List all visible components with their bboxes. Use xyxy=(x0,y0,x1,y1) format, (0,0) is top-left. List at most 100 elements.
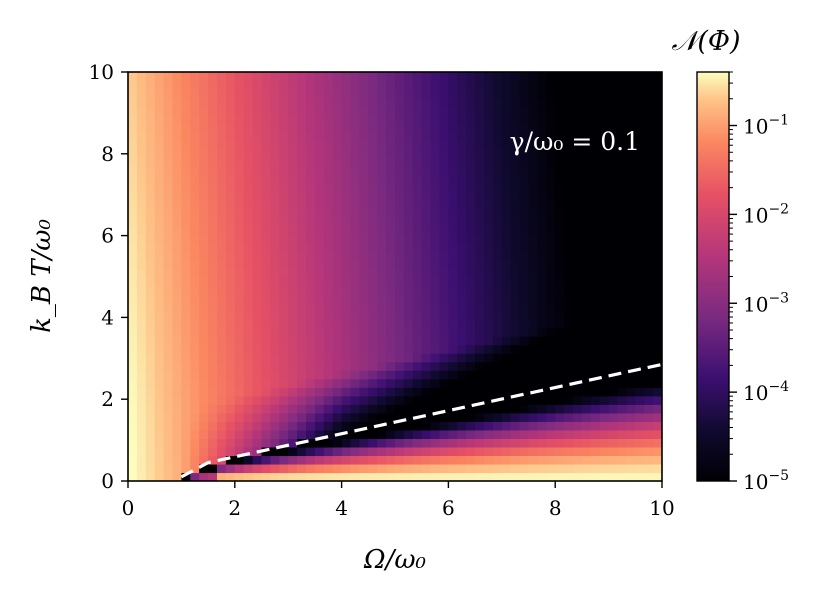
heatmap-cell xyxy=(617,182,627,192)
heatmap-cell xyxy=(136,199,147,209)
heatmap-cell xyxy=(653,250,662,261)
heatmap-cell xyxy=(208,370,218,380)
heatmap-cell xyxy=(208,242,218,252)
heatmap-cell xyxy=(412,327,423,337)
heatmap-cell xyxy=(163,97,174,107)
heatmap-cell xyxy=(403,421,414,431)
heatmap-cell xyxy=(270,395,280,405)
heatmap-cell xyxy=(608,455,619,465)
heatmap-cell xyxy=(252,148,263,158)
heatmap-cell xyxy=(314,140,325,150)
heatmap-cell xyxy=(297,463,307,474)
heatmap-cell xyxy=(546,182,556,192)
heatmap-cell xyxy=(590,276,601,286)
heatmap-cell xyxy=(181,72,191,82)
heatmap-cell xyxy=(608,250,619,261)
heatmap-cell xyxy=(261,378,271,388)
heatmap-cell xyxy=(412,259,423,269)
heatmap-cell xyxy=(528,174,538,184)
heatmap-cell xyxy=(341,378,352,388)
heatmap-cell xyxy=(288,438,298,448)
heatmap-cell xyxy=(243,276,254,286)
heatmap-cell xyxy=(457,387,467,397)
heatmap-cell xyxy=(323,97,334,107)
heatmap-cell xyxy=(288,455,298,465)
heatmap-cell xyxy=(626,199,636,209)
heatmap-cell xyxy=(270,97,280,107)
heatmap-cell xyxy=(314,302,325,312)
heatmap-cell xyxy=(341,455,352,465)
heatmap-cell xyxy=(573,89,583,99)
heatmap-cell xyxy=(128,106,138,116)
heatmap-cell xyxy=(323,250,334,261)
heatmap-cell xyxy=(466,106,476,116)
heatmap-cell xyxy=(608,344,619,354)
heatmap-cell xyxy=(270,404,280,414)
heatmap-cell xyxy=(368,472,378,481)
heatmap-cell xyxy=(386,302,396,312)
heatmap-cell xyxy=(466,293,476,303)
heatmap-cell xyxy=(537,285,547,295)
heatmap-cell xyxy=(368,123,378,133)
heatmap-cell xyxy=(448,114,458,124)
heatmap-cell xyxy=(653,310,662,320)
heatmap-cell xyxy=(492,148,503,158)
heatmap-cell xyxy=(653,89,662,99)
heatmap-cell xyxy=(573,157,583,167)
heatmap-cell xyxy=(217,293,227,303)
heatmap-cell xyxy=(492,387,503,397)
heatmap-cell xyxy=(412,446,423,457)
heatmap-cell xyxy=(590,89,601,99)
heatmap-cell xyxy=(590,182,601,192)
heatmap-cell xyxy=(599,157,610,167)
heatmap-cell xyxy=(412,233,423,244)
heatmap-cell xyxy=(341,199,352,209)
heatmap-cell xyxy=(199,89,209,99)
heatmap-cell xyxy=(430,361,441,371)
heatmap-cell xyxy=(261,225,271,235)
heatmap-cell xyxy=(154,97,165,107)
heatmap-cell xyxy=(323,361,334,371)
heatmap-cell xyxy=(225,429,236,439)
heatmap-cell xyxy=(617,463,627,474)
heatmap-cell xyxy=(288,72,298,82)
heatmap-cell xyxy=(439,421,449,431)
heatmap-cell xyxy=(217,182,227,192)
heatmap-cell xyxy=(163,395,174,405)
heatmap-cell xyxy=(395,131,405,141)
heatmap-cell xyxy=(190,191,200,201)
heatmap-cell xyxy=(466,429,476,439)
heatmap-cell xyxy=(128,395,138,405)
heatmap-cell xyxy=(528,250,538,261)
heatmap-cell xyxy=(617,310,627,320)
heatmap-cell xyxy=(644,157,654,167)
heatmap-cell xyxy=(306,199,316,209)
heatmap-cell xyxy=(492,157,503,167)
heatmap-cell xyxy=(519,276,530,286)
heatmap-cell xyxy=(136,259,147,269)
heatmap-cell xyxy=(377,285,387,295)
heatmap-cell xyxy=(626,463,636,474)
heatmap-cell xyxy=(466,199,476,209)
heatmap-cell xyxy=(314,97,325,107)
heatmap-cell xyxy=(546,285,556,295)
heatmap-cell xyxy=(314,353,325,363)
heatmap-cell xyxy=(617,276,627,286)
heatmap-cell xyxy=(608,285,619,295)
heatmap-cell xyxy=(537,140,547,150)
x-tick-label: 6 xyxy=(442,496,455,520)
heatmap-cell xyxy=(288,89,298,99)
heatmap-cell xyxy=(546,242,556,252)
heatmap-cell xyxy=(537,276,547,286)
heatmap-cell xyxy=(439,174,449,184)
heatmap-cell xyxy=(555,242,565,252)
heatmap-cell xyxy=(599,438,610,448)
heatmap-cell xyxy=(243,106,254,116)
heatmap-cell xyxy=(653,140,662,150)
heatmap-cell xyxy=(421,208,432,218)
heatmap-cell xyxy=(261,259,271,269)
heatmap-cell xyxy=(288,182,298,192)
heatmap-cell xyxy=(154,123,165,133)
heatmap-cell xyxy=(368,225,378,235)
